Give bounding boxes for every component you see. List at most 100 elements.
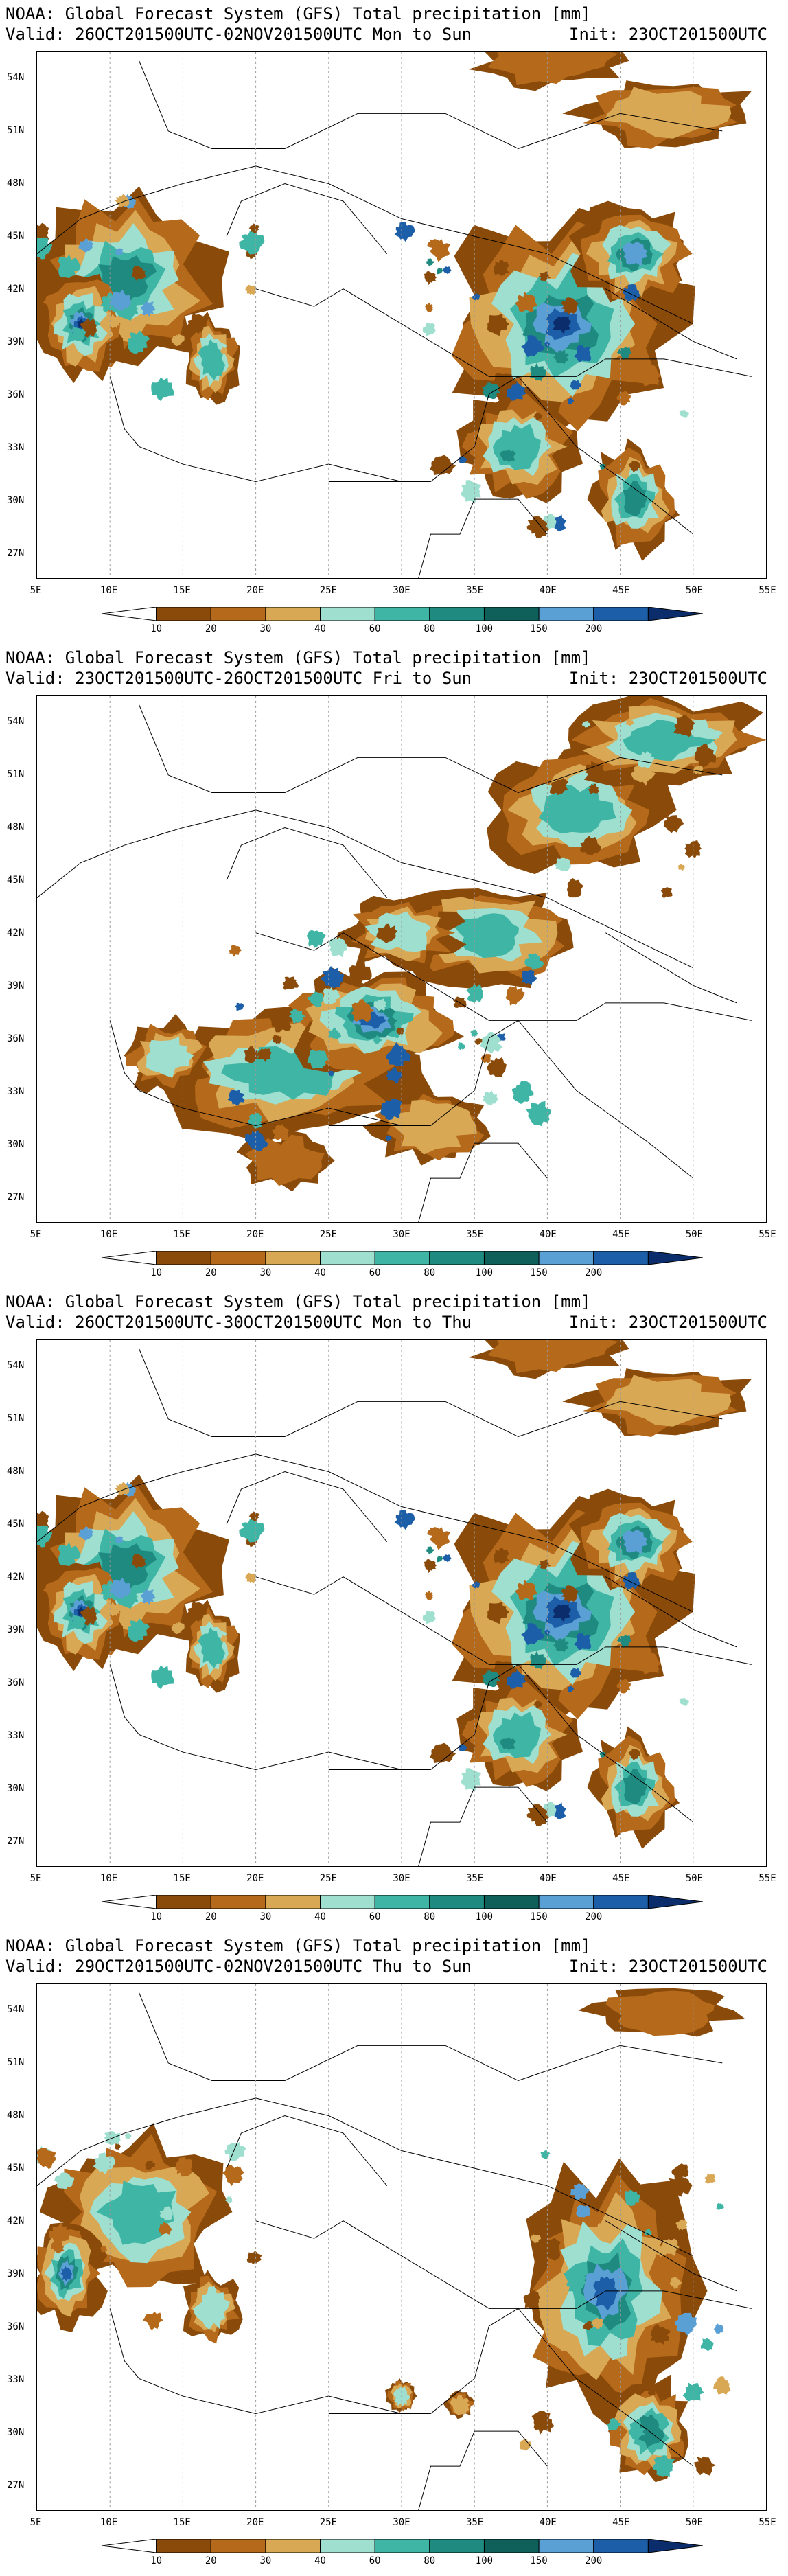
precip-cell [349,961,372,985]
precip-cell [51,2240,65,2254]
precip-cell [239,229,265,255]
precip-cell [570,1667,582,1678]
colorbar-label: 60 [369,2555,381,2566]
precip-cell [704,2173,716,2184]
precip-cell [220,347,228,354]
precip-cell [653,2455,675,2477]
longitude-label: 45E [612,585,630,596]
init-time: Init: 23OCT201500UTC [569,25,767,44]
latitude-label: 39N [7,2268,25,2279]
precip-cell [673,714,695,737]
precip-cell [526,1804,550,1826]
precip-contour [450,2395,470,2415]
precip-cell [675,2219,688,2231]
precip-cell [248,1511,260,1522]
init-time: Init: 23OCT201500UTC [569,1313,767,1332]
precip-cell [650,2323,671,2345]
precip-cell [553,1637,569,1653]
latitude-label: 51N [7,124,25,136]
colorbar-swatches [101,606,704,621]
colorbar-swatch [538,2538,594,2553]
precip-cell [588,783,599,794]
latitude-label: 30N [7,494,25,506]
longitude-label: 10E [100,585,118,596]
precip-cell [524,952,544,971]
precip-cell [533,412,543,421]
longitude-label: 40E [539,585,557,596]
precip-cell [422,323,436,336]
precip-cell [394,221,415,242]
precip-cell [628,460,641,472]
precip-cell [625,717,634,726]
colorbar-swatch [429,1250,485,1265]
longitude-label: 5E [30,1873,42,1884]
precip-cell [78,1526,93,1541]
longitude-label: 50E [685,2517,704,2528]
precip-cell [523,2289,541,2310]
latitude-label: 30N [7,1782,25,1794]
valid-period: Valid: 26OCT201500UTC-30OCT201500UTC Mon… [5,1313,472,1332]
colorbar [101,2538,704,2553]
latitude-label: 48N [7,821,25,833]
precip-cell [115,248,124,256]
precip-cell [380,1099,402,1120]
colorbar-swatch [210,2538,266,2553]
precip-contour [487,1340,618,1374]
country-border [328,1020,694,1179]
precip-cell [526,1101,552,1127]
precip-cell [474,1037,483,1046]
longitude-label: 20E [246,1229,264,1240]
precip-cell [537,2237,561,2261]
chart-title: NOAA: Global Forecast System (GFS) Total… [5,1936,591,1955]
precip-cell [78,238,93,253]
longitude-label: 50E [685,1873,704,1884]
latitude-label: 33N [7,441,25,453]
precip-cell [373,1035,382,1045]
country-border [418,1142,548,1222]
colorbar-label: 20 [205,1911,217,1922]
longitude-label: 55E [758,585,776,596]
colorbar-swatch [374,1250,430,1265]
precip-cell [515,1580,537,1600]
map-canvas [37,1984,752,2510]
precip-cell [540,2150,551,2159]
latitude-label: 42N [7,1571,25,1583]
precip-cell [239,1517,265,1543]
precip-cell [639,1653,662,1675]
latitude-label: 45N [7,874,25,886]
precip-contour [60,2266,72,2281]
longitude-label: 30E [393,1229,410,1240]
precip-cell [599,463,606,470]
precip-cell [478,1031,503,1054]
precip-cell [425,1590,433,1600]
colorbar-swatch [265,606,321,621]
colorbar-label: 10 [150,1267,163,1278]
longitude-label: 55E [758,2517,776,2528]
latitude-label: 39N [7,980,25,991]
precip-contour [623,241,648,266]
precip-cell [684,764,697,777]
map-canvas [37,1340,752,1866]
precip-cell [187,314,207,334]
precip-cell [224,2141,246,2161]
precip-cell [58,1542,81,1567]
precip-cell [227,1089,245,1107]
latitude-label: 27N [7,1835,25,1847]
precip-cell [424,271,437,286]
precip-cell [207,2285,217,2296]
precip-cell [323,987,340,1005]
precip-cell [272,1034,282,1044]
precip-cell [187,1602,207,1622]
country-border [226,183,388,254]
precip-cell [443,1554,452,1563]
precip-cell [158,2221,173,2235]
precip-cell [574,1632,592,1651]
precip-cell [386,1067,403,1084]
colorbar-swatch [156,1894,211,1909]
colorbar-label: 30 [259,1911,272,1922]
precip-cell [647,2387,656,2396]
latitude-label: 42N [7,2215,25,2227]
precip-cell [493,1547,509,1564]
precip-cell [430,1743,456,1764]
precip-contour [454,913,520,958]
